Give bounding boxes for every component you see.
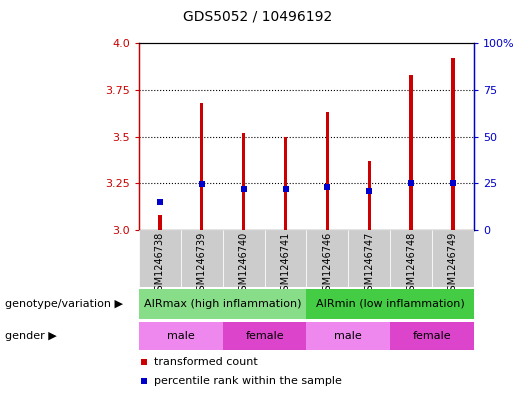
Text: GSM1246739: GSM1246739 bbox=[197, 231, 207, 297]
Bar bbox=[409, 75, 413, 230]
Bar bbox=[306, 230, 348, 287]
Bar bbox=[451, 58, 455, 230]
Bar bbox=[200, 103, 203, 230]
Text: male: male bbox=[167, 331, 195, 341]
Bar bbox=[222, 230, 265, 287]
Text: transformed count: transformed count bbox=[154, 357, 258, 367]
Bar bbox=[139, 288, 306, 319]
Bar bbox=[306, 288, 474, 319]
Bar bbox=[222, 322, 306, 350]
Bar bbox=[432, 230, 474, 287]
Text: percentile rank within the sample: percentile rank within the sample bbox=[154, 376, 342, 386]
Bar bbox=[368, 161, 371, 230]
Bar bbox=[306, 322, 390, 350]
Text: female: female bbox=[245, 331, 284, 341]
Bar bbox=[265, 230, 306, 287]
Text: GSM1246738: GSM1246738 bbox=[155, 231, 165, 297]
Text: gender ▶: gender ▶ bbox=[5, 331, 57, 341]
Text: female: female bbox=[413, 331, 451, 341]
Bar bbox=[390, 230, 432, 287]
Bar bbox=[139, 322, 222, 350]
Text: GDS5052 / 10496192: GDS5052 / 10496192 bbox=[183, 9, 332, 24]
Bar bbox=[139, 230, 181, 287]
Text: male: male bbox=[334, 331, 362, 341]
Text: AIRmax (high inflammation): AIRmax (high inflammation) bbox=[144, 299, 301, 309]
Bar bbox=[284, 136, 287, 230]
Text: GSM1246747: GSM1246747 bbox=[364, 231, 374, 297]
Text: GSM1246749: GSM1246749 bbox=[448, 231, 458, 297]
Bar bbox=[390, 322, 474, 350]
Text: GSM1246740: GSM1246740 bbox=[238, 231, 249, 297]
Text: AIRmin (low inflammation): AIRmin (low inflammation) bbox=[316, 299, 465, 309]
Text: GSM1246741: GSM1246741 bbox=[281, 231, 290, 297]
Bar bbox=[325, 112, 329, 230]
Bar bbox=[348, 230, 390, 287]
Text: GSM1246746: GSM1246746 bbox=[322, 231, 332, 297]
Text: genotype/variation ▶: genotype/variation ▶ bbox=[5, 299, 123, 309]
Text: GSM1246748: GSM1246748 bbox=[406, 231, 416, 297]
Bar bbox=[158, 215, 162, 230]
Bar bbox=[242, 133, 245, 230]
Bar bbox=[181, 230, 222, 287]
